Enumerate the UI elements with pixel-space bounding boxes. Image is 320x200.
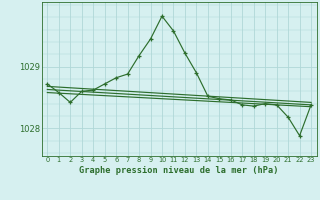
X-axis label: Graphe pression niveau de la mer (hPa): Graphe pression niveau de la mer (hPa)	[79, 166, 279, 175]
